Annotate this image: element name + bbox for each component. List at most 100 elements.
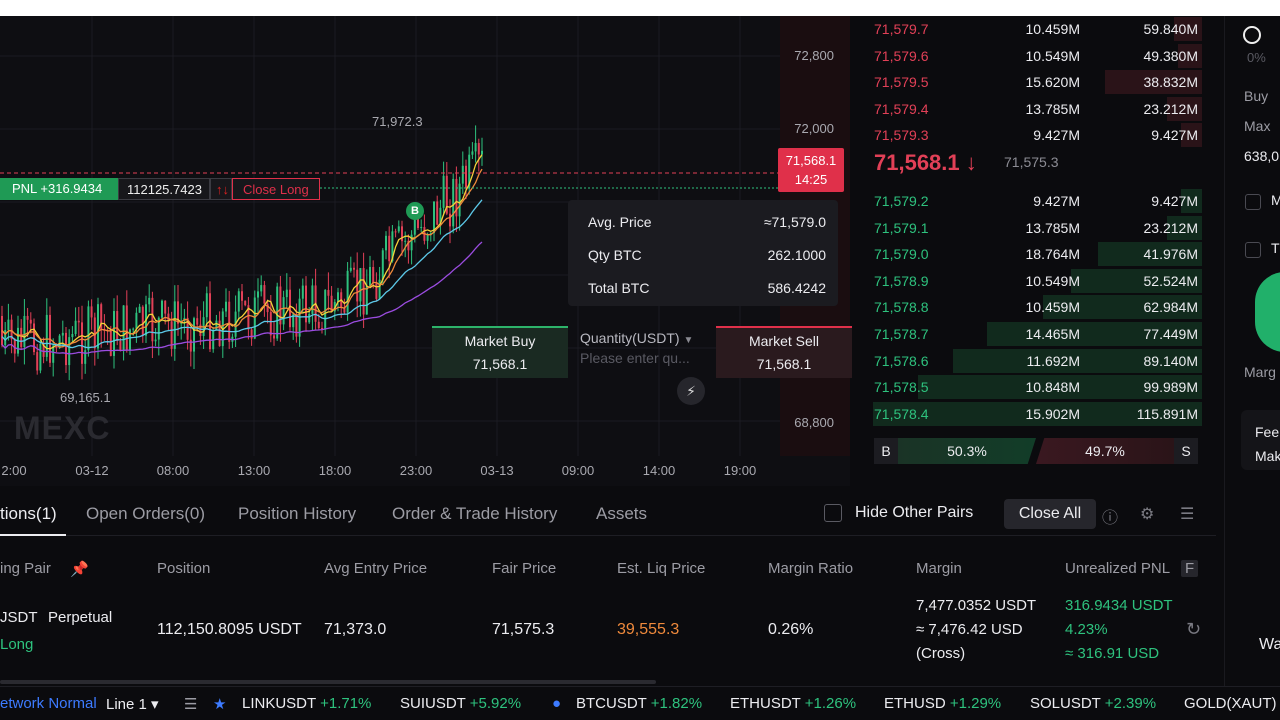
- max-label: Max: [1244, 118, 1271, 134]
- ask-total: 38.832M: [1143, 74, 1198, 90]
- fee-label: Fee: [1255, 424, 1280, 440]
- lightning-icon[interactable]: ⚡: [677, 377, 705, 405]
- col-position: Position: [157, 560, 211, 577]
- col-est-liq-price: Est. Liq Price: [617, 560, 706, 577]
- fee-box: Fee Mak: [1241, 410, 1280, 470]
- depth-bar: [1042, 295, 1202, 320]
- ticker-item[interactable]: ETHUSDT +1.26%: [730, 695, 857, 712]
- x-tick: 13:00: [237, 463, 271, 478]
- avg-entry-price: 71,373.0: [324, 621, 387, 638]
- last-price-tag: 71,568.1 14:25: [778, 148, 844, 192]
- slider-pct: 0%: [1247, 50, 1266, 65]
- x-tick: 2:00: [1, 463, 27, 478]
- market-sell-button[interactable]: Market Sell 71,568.1: [716, 326, 852, 378]
- depth-bar: [1167, 215, 1202, 240]
- bid-row[interactable]: 71,578.9 10.549M 52.524M: [856, 268, 1202, 294]
- ask-row[interactable]: 71,579.3 9.427M 9.427M: [856, 122, 1202, 148]
- close-long-button[interactable]: Close Long: [232, 178, 320, 200]
- x-tick: 19:00: [723, 463, 757, 478]
- pnl-usdt: 316.9434 USDT: [1065, 597, 1173, 614]
- bid-row[interactable]: 71,578.7 14.465M 77.449M: [856, 321, 1202, 347]
- tooltip-row: Avg. Price ≈71,579.0: [588, 208, 826, 241]
- ask-row[interactable]: 71,579.5 15.620M 38.832M: [856, 69, 1202, 95]
- reverse-arrows-icon[interactable]: ↑↓: [210, 178, 232, 200]
- option-checkbox[interactable]: [1245, 242, 1261, 258]
- tooltip-value: 586.4242: [767, 280, 826, 296]
- tab-position-history[interactable]: Position History: [238, 504, 357, 523]
- option-label: M: [1271, 192, 1280, 208]
- tooltip-value: 262.1000: [767, 247, 826, 263]
- maker-label: Mak: [1255, 448, 1280, 464]
- bid-row[interactable]: 71,579.1 13.785M 23.212M: [856, 215, 1202, 241]
- info-icon[interactable]: ⓘ: [1102, 510, 1119, 527]
- ticker-item[interactable]: SUIUSDT +5.92%: [400, 695, 522, 712]
- col-avg-entry-price: Avg Entry Price: [324, 560, 428, 577]
- fair-price: 71,575.3: [492, 621, 555, 638]
- ask-row[interactable]: 71,579.6 10.549M 49.380M: [856, 43, 1202, 69]
- ask-price: 71,579.6: [874, 47, 929, 64]
- open-long-button[interactable]: [1255, 272, 1280, 352]
- option-checkbox[interactable]: [1245, 194, 1261, 210]
- x-tick: 14:00: [642, 463, 676, 478]
- ask-size: 10.459M: [1025, 21, 1080, 37]
- pnl-label: PNL +316.9434: [0, 178, 118, 200]
- pnl-percent: 4.23%: [1065, 621, 1108, 638]
- ask-price: 71,579.3: [874, 127, 929, 143]
- top-white-strip: [0, 0, 1280, 16]
- pnl-flag-badge[interactable]: F: [1181, 560, 1199, 577]
- ticker-item[interactable]: SOLUSDT +2.39%: [1030, 695, 1157, 712]
- margin-usdt: 7,477.0352 USDT: [916, 597, 1037, 614]
- quantity-input[interactable]: Quantity(USDT) ▼ Please enter qu...: [572, 326, 712, 378]
- margin-mode[interactable]: (Cross): [916, 645, 966, 662]
- ask-row[interactable]: 71,579.4 13.785M 23.212M: [856, 96, 1202, 122]
- buy-marker[interactable]: B: [406, 202, 424, 220]
- bid-price: 71,579.2: [874, 193, 929, 209]
- horizontal-scrollbar[interactable]: [0, 680, 656, 684]
- bid-row[interactable]: 71,578.5 10.848M 99.989M: [856, 374, 1202, 400]
- market-buy-button[interactable]: Market Buy 71,568.1: [432, 326, 568, 378]
- ticker-item[interactable]: LINKUSDT +1.71%: [242, 695, 372, 712]
- filter-settings-icon[interactable]: ⚙: [1140, 506, 1155, 523]
- ticker-item[interactable]: ETHUSD +1.29%: [884, 695, 1002, 712]
- bid-row[interactable]: 71,578.8 10.459M 62.984M: [856, 294, 1202, 320]
- line-selector[interactable]: Line 1 ▾: [106, 696, 159, 713]
- mark-price: 71,575.3: [1004, 154, 1059, 170]
- ask-row[interactable]: 71,579.7 10.459M 59.840M: [856, 16, 1202, 42]
- buy-sell-ratio-bar: B 50.3% 49.7% S: [874, 438, 1198, 464]
- bid-total: 9.427M: [1151, 193, 1198, 209]
- slider-handle[interactable]: [1243, 26, 1261, 44]
- menu-icon[interactable]: ☰: [1180, 506, 1195, 523]
- bid-total: 99.989M: [1143, 379, 1198, 396]
- share-icon[interactable]: ↻: [1186, 619, 1202, 639]
- quantity-unit-select[interactable]: Quantity(USDT): [580, 330, 680, 346]
- bid-price: 71,578.4: [874, 405, 929, 422]
- tab-positions[interactable]: tions(1): [0, 504, 57, 523]
- ask-price: 71,579.7: [874, 21, 929, 37]
- hide-pairs-checkbox[interactable]: [824, 504, 842, 522]
- ask-total: 9.427M: [1151, 127, 1198, 143]
- y-tick: 68,800: [794, 415, 834, 430]
- ticker-item[interactable]: BTCUSDT +1.82%: [576, 695, 703, 712]
- ask-size: 13.785M: [1025, 100, 1080, 117]
- tab-assets[interactable]: Assets: [596, 504, 648, 523]
- bid-row[interactable]: 71,578.4 15.902M 115.891M: [856, 401, 1202, 427]
- bid-row[interactable]: 71,579.2 9.427M 9.427M: [856, 188, 1202, 214]
- tab-order-trade-history[interactable]: Order & Trade History: [392, 504, 558, 523]
- x-tick: 18:00: [318, 463, 352, 478]
- tooltip-label: Total BTC: [588, 280, 650, 296]
- bid-row[interactable]: 71,579.0 18.764M 41.976M: [856, 241, 1202, 267]
- tab-open-orders[interactable]: Open Orders(0): [86, 504, 206, 523]
- pin-icon[interactable]: 📌: [70, 561, 89, 578]
- pair-symbol[interactable]: JSDT: [0, 609, 38, 626]
- margin-label: Marg: [1244, 364, 1276, 380]
- list-icon[interactable]: ☰: [184, 696, 198, 713]
- liq-price: 39,555.3: [617, 621, 680, 638]
- star-icon[interactable]: ★: [213, 696, 227, 713]
- ask-size: 15.620M: [1025, 74, 1080, 90]
- close-all-button[interactable]: Close All: [1004, 499, 1096, 529]
- depth-bar: [952, 348, 1202, 373]
- position-line-bar[interactable]: PNL +316.9434 112125.7423 ↑↓ Close Long: [0, 178, 320, 200]
- ticker-item-last[interactable]: GOLD(XAUT): [1184, 695, 1277, 712]
- hide-other-pairs-toggle[interactable]: Hide Other Pairs: [824, 504, 973, 522]
- bid-row[interactable]: 71,578.6 11.692M 89.140M: [856, 348, 1202, 374]
